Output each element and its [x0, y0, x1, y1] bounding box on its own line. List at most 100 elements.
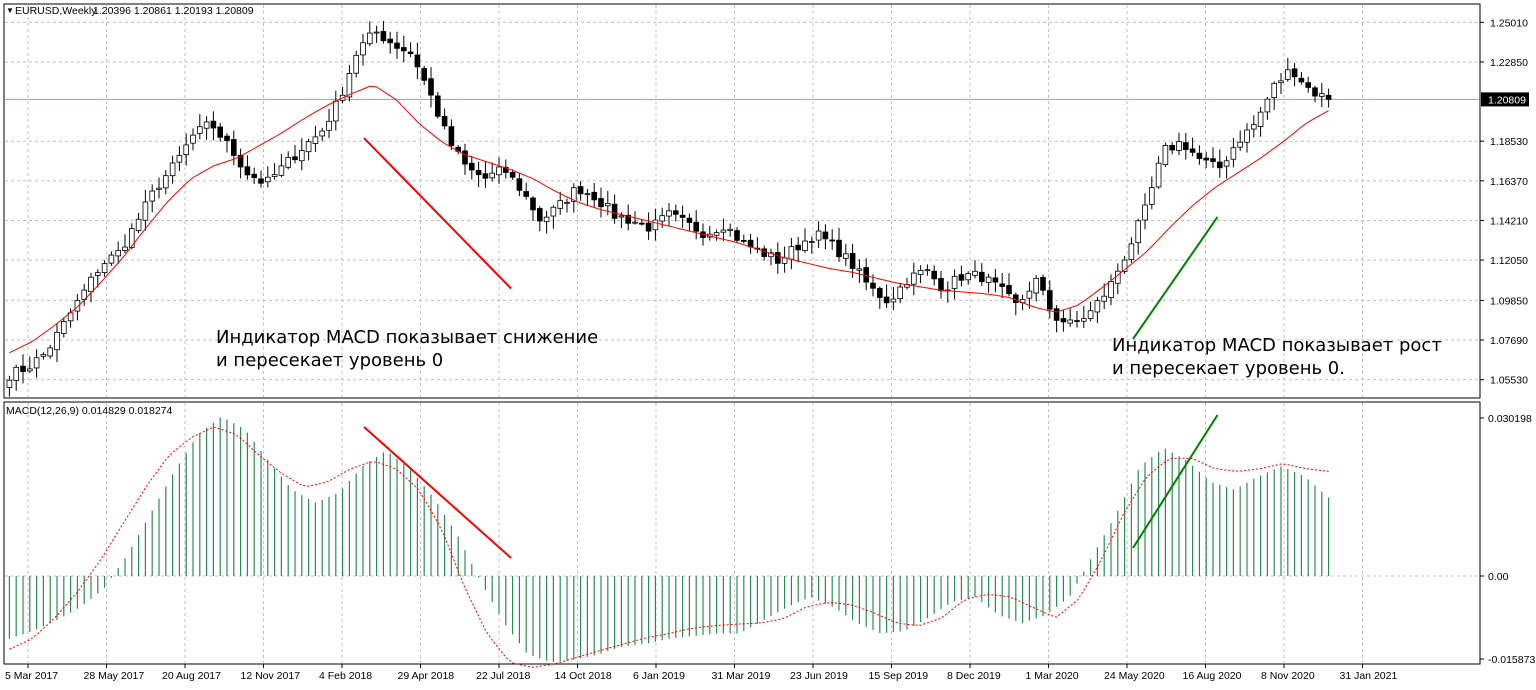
candle-body	[843, 253, 849, 259]
bearish-trend-line-price	[363, 137, 512, 290]
candle-body	[1298, 77, 1305, 83]
candle-body	[1081, 318, 1087, 322]
candle-body	[605, 203, 611, 207]
candle-body	[1210, 158, 1216, 162]
candle-body	[972, 270, 978, 276]
x-tick-label: 8 Dec 2019	[947, 670, 1001, 682]
candle-body	[421, 68, 427, 81]
candle-body	[1285, 69, 1291, 80]
candle-body	[1319, 93, 1325, 97]
ohlc-values: 1.20396 1.20861 1.20193 1.20809	[93, 5, 254, 17]
y-tick-label: 1.18530	[1490, 136, 1528, 148]
candle-body	[815, 230, 822, 241]
candle-body	[326, 120, 332, 131]
candle-body	[115, 250, 122, 257]
candle-body	[1230, 147, 1237, 160]
candle-body	[897, 286, 903, 300]
candle-body	[1169, 145, 1176, 151]
candle-body	[162, 175, 169, 189]
price-layer	[5, 20, 1479, 397]
candle-body	[251, 173, 258, 179]
grid	[5, 5, 1479, 663]
candle-body	[285, 157, 291, 168]
candle-body	[312, 136, 319, 144]
candle-body	[720, 229, 727, 233]
bullish-trend-line-macd	[1132, 414, 1219, 549]
candle-body	[877, 288, 883, 298]
candle-body	[741, 239, 747, 242]
candle-body	[1189, 148, 1196, 153]
x-tick-label: 8 Nov 2020	[1261, 670, 1315, 682]
candle-body	[305, 141, 312, 153]
x-tick-label: 29 Apr 2018	[398, 670, 455, 682]
candle-body	[679, 214, 686, 218]
candle-body	[666, 210, 672, 217]
candle-body	[1183, 142, 1189, 150]
candle-body	[1135, 220, 1142, 244]
candle-body	[428, 78, 434, 96]
macd-signal-line	[9, 426, 1329, 668]
bullish-trend-line-price	[1132, 216, 1219, 340]
candle-body	[278, 165, 285, 176]
candle-body	[319, 130, 325, 137]
candle-body	[537, 208, 543, 222]
candle-body	[394, 42, 400, 49]
candle-body	[40, 354, 47, 357]
candle-body	[6, 379, 13, 388]
candle-body	[142, 201, 149, 221]
menu-triangle-icon[interactable]: ▼	[6, 6, 14, 15]
y-tick-label: 1.25010	[1490, 17, 1528, 29]
macd-layer	[8, 414, 1330, 668]
candle-body	[298, 150, 305, 162]
y-tick-label-macd: 0.00	[1488, 571, 1509, 583]
candle-body	[95, 272, 101, 276]
moving-average-line	[9, 85, 1329, 354]
candle-body	[598, 198, 604, 208]
x-tick-label: 1 Mar 2020	[1026, 670, 1079, 682]
candle-body	[176, 154, 183, 163]
candle-body	[1176, 141, 1182, 151]
candle-body	[108, 254, 115, 264]
candle-body	[870, 282, 876, 289]
candle-body	[1305, 82, 1312, 88]
candle-body	[190, 134, 196, 144]
candle-body	[639, 222, 645, 225]
candle-body	[591, 191, 597, 201]
candle-body	[122, 246, 128, 251]
candle-body	[353, 54, 359, 74]
y-tick-label: 1.05530	[1490, 375, 1528, 387]
candle-body	[135, 218, 142, 231]
candle-body	[448, 126, 455, 147]
candle-body	[1257, 111, 1264, 127]
candle-body	[924, 269, 931, 272]
candle-body	[571, 187, 577, 202]
x-tick-label: 24 May 2020	[1104, 670, 1165, 682]
candle-body	[958, 274, 965, 281]
candle-body	[407, 51, 414, 55]
candle-body	[965, 273, 971, 281]
candle-body	[169, 162, 176, 177]
candle-body	[564, 201, 570, 204]
x-tick-label: 6 Jan 2019	[633, 670, 685, 682]
macd-label: MACD(12,26,9) 0.014829 0.018274	[6, 405, 173, 417]
candle-body	[149, 190, 156, 202]
candle-body	[210, 120, 217, 129]
candle-body	[271, 174, 278, 177]
candle-body	[441, 116, 448, 127]
x-tick-label: 31 Jan 2021	[1340, 670, 1398, 682]
candle-body	[1237, 141, 1244, 148]
candle-body	[686, 217, 693, 223]
candle-body	[802, 240, 808, 252]
candle-body	[1271, 82, 1278, 98]
candle-body	[1278, 80, 1284, 84]
candle-body	[1155, 162, 1162, 188]
candle-body	[1101, 295, 1108, 302]
y-tick-label: 1.14210	[1490, 215, 1528, 227]
candle-body	[128, 228, 135, 248]
candle-body	[734, 230, 740, 241]
candle-body	[985, 276, 992, 283]
candle-body	[530, 197, 536, 211]
candle-body	[645, 222, 652, 232]
